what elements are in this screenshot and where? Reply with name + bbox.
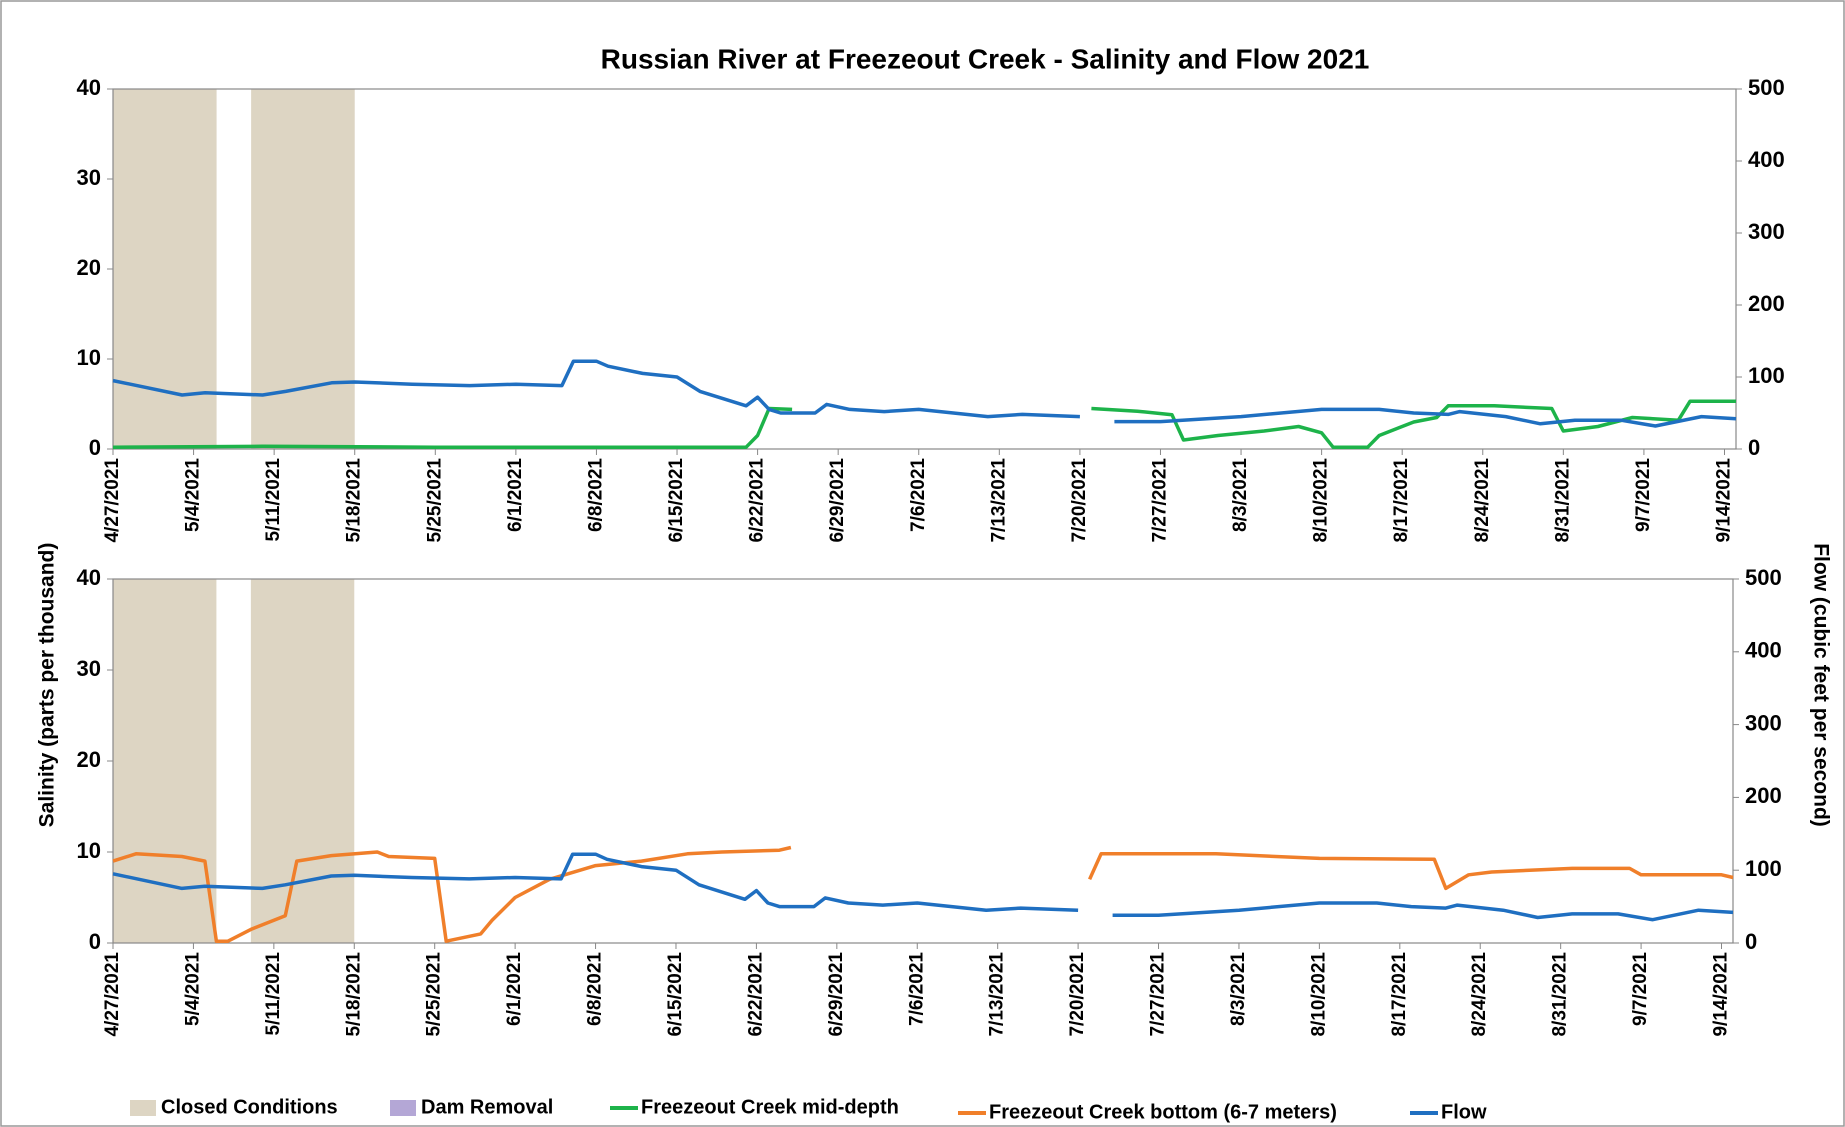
closed-span: [113, 579, 217, 943]
x-tick-label: 7/27/2021: [1149, 458, 1170, 543]
x-tick-label: 8/3/2021: [1230, 458, 1251, 532]
legend-label: Freezeout Creek bottom (6-7 meters): [989, 1101, 1337, 1123]
x-tick-label: 5/18/2021: [344, 458, 365, 543]
y-tick-label: 40: [77, 565, 101, 590]
series-line: [112, 845, 1734, 943]
y-tick-label: 40: [77, 75, 101, 100]
x-tick-label: 7/20/2021: [1067, 952, 1088, 1037]
legend-item: Closed Conditions: [130, 1096, 338, 1118]
legend-item: Dam Removal: [390, 1096, 553, 1118]
legend-label: Dam Removal: [421, 1096, 553, 1118]
x-tick-label: 5/18/2021: [343, 952, 364, 1037]
x-tick-label: 5/11/2021: [263, 952, 284, 1036]
legend-item: Freezeout Creek mid-depth: [610, 1096, 899, 1118]
series-line: [112, 399, 1736, 449]
x-tick-label: 9/14/2021: [1714, 458, 1735, 543]
y-tick-label: 30: [77, 165, 101, 190]
x-tick-label: 8/24/2021: [1469, 952, 1490, 1037]
y-tick-label: 20: [77, 747, 101, 772]
y-tick-label: 10: [77, 838, 101, 863]
y2-tick-label: 100: [1748, 363, 1785, 388]
x-tick-label: 9/14/2021: [1711, 952, 1732, 1037]
chart-title: Russian River at Freezeout Creek - Salin…: [601, 43, 1370, 74]
closed-span: [113, 89, 217, 449]
x-tick-label: 8/10/2021: [1308, 952, 1329, 1037]
y-tick-label: 10: [77, 345, 101, 370]
x-tick-label: 8/24/2021: [1472, 458, 1493, 543]
x-tick-label: 6/29/2021: [827, 458, 848, 543]
x-tick-label: 6/29/2021: [826, 952, 847, 1037]
x-tick-label: 8/3/2021: [1228, 952, 1249, 1026]
x-tick-label: 6/8/2021: [585, 458, 606, 532]
x-tick-label: 4/27/2021: [102, 952, 123, 1037]
legend-swatch: [390, 1100, 416, 1116]
y2-tick-label: 300: [1745, 710, 1782, 735]
x-tick-label: 5/4/2021: [182, 952, 203, 1026]
series-line: [112, 852, 1734, 922]
x-tick-label: 8/31/2021: [1550, 952, 1571, 1037]
y2-tick-label: 100: [1745, 856, 1782, 881]
y2-tick-label: 400: [1748, 147, 1785, 172]
x-tick-label: 9/7/2021: [1633, 458, 1654, 532]
y2-tick-label: 200: [1748, 291, 1785, 316]
legend-item: Freezeout Creek bottom (6-7 meters): [958, 1101, 1337, 1123]
x-tick-label: 8/17/2021: [1389, 952, 1410, 1037]
y2-tick-label: 0: [1748, 435, 1760, 460]
x-tick-label: 6/8/2021: [585, 952, 606, 1026]
y2-tick-label: 0: [1745, 929, 1757, 954]
x-tick-label: 9/7/2021: [1630, 952, 1651, 1026]
y-tick-label: 30: [77, 656, 101, 681]
y2-tick-label: 500: [1748, 75, 1785, 100]
x-tick-label: 4/27/2021: [102, 458, 123, 543]
y-tick-label: 0: [89, 929, 101, 954]
legend-label: Closed Conditions: [161, 1096, 338, 1118]
legend-item: Flow: [1410, 1101, 1487, 1123]
legend-label: Freezeout Creek mid-depth: [641, 1096, 899, 1118]
x-tick-label: 7/13/2021: [987, 952, 1008, 1037]
x-tick-label: 6/1/2021: [504, 952, 525, 1026]
x-tick-label: 8/10/2021: [1311, 458, 1332, 543]
y-tick-label: 0: [89, 435, 101, 460]
x-tick-label: 5/11/2021: [263, 458, 284, 542]
x-tick-label: 7/20/2021: [1069, 458, 1090, 543]
x-tick-label: 7/27/2021: [1148, 952, 1169, 1037]
x-tick-label: 5/25/2021: [424, 952, 445, 1037]
legend-label: Flow: [1441, 1101, 1487, 1123]
y-tick-label: 20: [77, 255, 101, 280]
y2-tick-label: 400: [1745, 638, 1782, 663]
y-axis-label: Salinity (parts per thousand): [36, 543, 59, 828]
x-tick-label: 8/31/2021: [1552, 458, 1573, 543]
y2-axis-label: Flow (cubic feet per second): [1809, 543, 1832, 827]
y2-tick-label: 200: [1745, 783, 1782, 808]
x-tick-label: 7/6/2021: [908, 458, 929, 532]
x-tick-label: 8/17/2021: [1391, 458, 1412, 543]
series-line: [112, 359, 1737, 428]
x-tick-label: 5/4/2021: [183, 458, 204, 532]
x-tick-label: 7/6/2021: [906, 952, 927, 1026]
x-tick-label: 6/22/2021: [747, 458, 768, 543]
legend-swatch: [130, 1100, 156, 1116]
x-tick-label: 7/13/2021: [988, 458, 1009, 543]
x-tick-label: 5/25/2021: [424, 458, 445, 543]
y2-tick-label: 500: [1745, 565, 1782, 590]
y2-tick-label: 300: [1748, 219, 1785, 244]
x-tick-label: 6/1/2021: [505, 458, 526, 532]
x-tick-label: 6/22/2021: [745, 952, 766, 1037]
x-tick-label: 6/15/2021: [666, 458, 687, 543]
x-tick-label: 6/15/2021: [665, 952, 686, 1037]
